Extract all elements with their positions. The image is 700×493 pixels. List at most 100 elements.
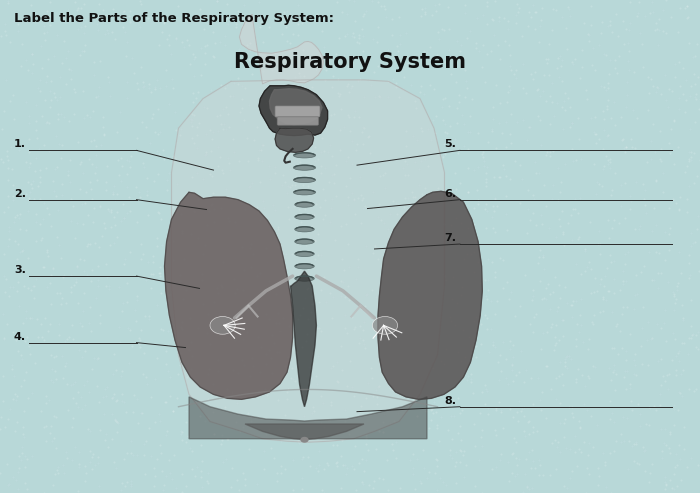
Point (48, 265, 59, 273)
Point (675, 4, 686, 12)
Point (610, 387, 621, 394)
Point (395, 31, 406, 39)
Point (172, 2, 183, 10)
Point (630, 361, 641, 369)
Point (220, 455, 232, 463)
Point (191, 463, 202, 471)
Point (302, 285, 313, 293)
Point (0, 32, 6, 40)
Point (56, 59, 67, 67)
Point (553, 372, 564, 380)
Point (217, 458, 228, 466)
Point (167, 407, 178, 415)
Point (511, 0, 522, 8)
Point (20, 308, 32, 316)
Point (350, 107, 361, 115)
Point (346, 32, 358, 40)
Point (12, 468, 23, 476)
Point (663, 204, 674, 211)
Point (101, 282, 112, 290)
Point (244, 181, 256, 189)
Point (423, 234, 434, 242)
Point (681, 209, 692, 216)
Point (154, 441, 165, 449)
Point (511, 118, 522, 126)
Point (319, 211, 330, 219)
Point (76, 200, 88, 208)
Point (556, 370, 568, 378)
Point (643, 89, 655, 97)
Point (246, 70, 258, 78)
Point (386, 275, 398, 282)
Point (72, 219, 83, 227)
Point (560, 353, 571, 361)
Point (310, 372, 321, 380)
Point (395, 312, 407, 319)
Point (27, 184, 38, 192)
Point (600, 272, 611, 280)
Point (0, 425, 6, 433)
Point (288, 202, 300, 210)
Point (426, 136, 437, 144)
Point (620, 367, 631, 375)
Point (490, 431, 501, 439)
Point (272, 396, 284, 404)
Point (106, 206, 117, 214)
Point (363, 132, 374, 140)
Point (559, 355, 570, 363)
Point (646, 459, 657, 467)
Point (372, 23, 384, 31)
Point (445, 317, 456, 324)
Point (10, 476, 21, 484)
Point (349, 323, 360, 331)
Point (471, 186, 482, 194)
Point (20, 308, 32, 316)
Point (257, 38, 268, 46)
Point (570, 297, 582, 305)
Point (382, 77, 393, 85)
Point (291, 155, 302, 163)
Point (86, 327, 97, 335)
Point (678, 423, 690, 431)
Point (573, 365, 584, 373)
Point (575, 295, 587, 303)
Point (209, 430, 220, 438)
Point (129, 69, 140, 77)
Point (222, 214, 233, 222)
Point (48, 481, 59, 489)
Point (583, 258, 594, 266)
Point (629, 305, 640, 313)
Point (676, 392, 687, 400)
Point (603, 78, 614, 86)
Point (427, 366, 438, 374)
Point (458, 58, 469, 66)
Point (107, 410, 118, 418)
Point (321, 298, 332, 306)
Point (463, 333, 474, 341)
Point (188, 139, 199, 147)
Point (666, 87, 678, 95)
Point (677, 301, 688, 309)
Point (450, 233, 461, 241)
Point (664, 230, 675, 238)
Point (566, 403, 578, 411)
Point (465, 250, 476, 258)
Point (62, 406, 74, 414)
Point (225, 483, 237, 491)
Point (382, 262, 393, 270)
Point (506, 361, 517, 369)
Point (0, 397, 8, 405)
Point (180, 407, 191, 415)
Point (505, 288, 517, 296)
Point (691, 385, 700, 393)
Point (438, 116, 449, 124)
Point (0, 28, 11, 35)
Point (10, 396, 22, 404)
Point (683, 13, 694, 21)
Point (636, 324, 648, 332)
Point (343, 88, 354, 96)
Point (125, 7, 136, 15)
Point (675, 193, 686, 201)
Point (134, 194, 146, 202)
Point (520, 89, 531, 97)
